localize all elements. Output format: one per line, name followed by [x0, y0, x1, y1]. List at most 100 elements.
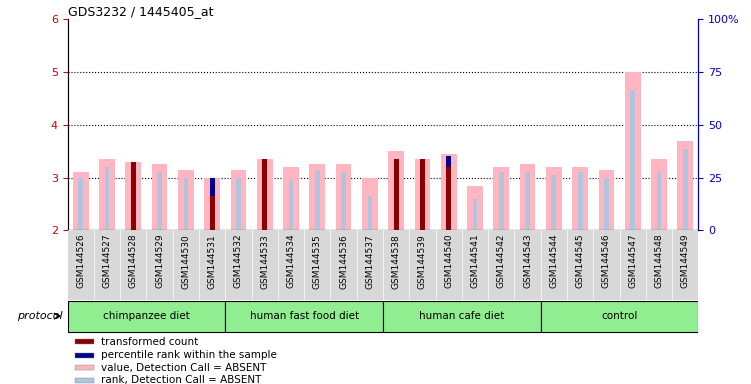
Bar — [672, 230, 698, 300]
Bar — [225, 230, 252, 300]
Bar — [357, 230, 383, 300]
Text: GSM144540: GSM144540 — [445, 234, 453, 288]
Bar — [646, 230, 672, 300]
Text: GSM144543: GSM144543 — [523, 234, 532, 288]
Bar — [420, 170, 425, 230]
Bar — [283, 167, 299, 230]
Bar — [225, 301, 383, 332]
Bar — [278, 230, 304, 300]
Bar — [68, 301, 225, 332]
Bar — [252, 230, 278, 300]
Text: GSM144542: GSM144542 — [497, 234, 505, 288]
Bar — [436, 230, 462, 300]
Text: chimpanzee diet: chimpanzee diet — [103, 311, 190, 321]
Text: GSM144544: GSM144544 — [550, 234, 558, 288]
Text: percentile rank within the sample: percentile rank within the sample — [101, 350, 277, 360]
Bar — [567, 230, 593, 300]
Bar — [257, 159, 273, 230]
Text: GSM144530: GSM144530 — [182, 234, 190, 289]
Bar — [131, 170, 136, 230]
Bar — [446, 157, 451, 230]
Bar — [75, 339, 94, 344]
Bar — [604, 177, 609, 230]
Text: transformed count: transformed count — [101, 336, 198, 347]
Text: GSM144541: GSM144541 — [471, 234, 479, 288]
Bar — [336, 164, 351, 230]
Text: GSM144529: GSM144529 — [155, 234, 164, 288]
Bar — [541, 301, 698, 332]
Bar — [383, 230, 409, 300]
Bar — [572, 167, 588, 230]
Bar — [394, 172, 399, 230]
Bar — [210, 177, 215, 196]
Bar — [120, 230, 146, 300]
Bar — [178, 170, 194, 230]
Text: GSM144548: GSM144548 — [655, 234, 663, 288]
Bar — [630, 91, 635, 230]
Bar — [488, 230, 514, 300]
Bar — [683, 149, 688, 230]
Text: GDS3232 / 1445405_at: GDS3232 / 1445405_at — [68, 5, 213, 18]
Bar — [231, 170, 246, 230]
Text: GSM144531: GSM144531 — [208, 234, 216, 289]
Bar — [73, 172, 89, 230]
Bar — [446, 157, 451, 167]
Bar — [625, 72, 641, 230]
Bar — [446, 167, 451, 230]
Bar — [551, 175, 556, 230]
Bar — [146, 230, 173, 300]
Bar — [467, 185, 483, 230]
Bar — [75, 353, 94, 358]
Text: human cafe diet: human cafe diet — [419, 311, 505, 321]
Bar — [620, 230, 646, 300]
Bar — [210, 177, 215, 230]
Bar — [367, 196, 372, 230]
Bar — [599, 170, 614, 230]
Bar — [520, 164, 535, 230]
Bar — [593, 230, 620, 300]
Text: GSM144538: GSM144538 — [392, 234, 400, 289]
Bar — [514, 230, 541, 300]
Text: GSM144532: GSM144532 — [234, 234, 243, 288]
Bar — [199, 230, 225, 300]
Bar — [304, 230, 330, 300]
Bar — [131, 162, 136, 230]
Text: GSM144526: GSM144526 — [77, 234, 85, 288]
Text: GSM144527: GSM144527 — [103, 234, 111, 288]
Text: GSM144528: GSM144528 — [129, 234, 137, 288]
Bar — [330, 230, 357, 300]
Bar — [104, 167, 110, 230]
Bar — [262, 177, 267, 230]
Text: GSM144549: GSM144549 — [681, 234, 689, 288]
Bar — [152, 164, 167, 230]
Bar — [75, 377, 94, 382]
Bar — [383, 301, 541, 332]
Bar — [525, 172, 530, 230]
Bar — [173, 230, 199, 300]
Bar — [78, 177, 83, 230]
Bar — [236, 177, 241, 230]
Bar — [656, 172, 662, 230]
Bar — [651, 159, 667, 230]
Bar — [415, 159, 430, 230]
Bar — [394, 159, 399, 230]
Bar — [499, 172, 504, 230]
Bar — [341, 172, 346, 230]
Bar — [493, 167, 509, 230]
Bar — [309, 164, 325, 230]
Bar — [546, 167, 562, 230]
Bar — [99, 159, 115, 230]
Bar — [125, 162, 141, 230]
Bar — [677, 141, 693, 230]
Text: control: control — [602, 311, 638, 321]
Text: GSM144545: GSM144545 — [576, 234, 584, 288]
Bar — [441, 154, 457, 230]
Bar — [94, 230, 120, 300]
Text: rank, Detection Call = ABSENT: rank, Detection Call = ABSENT — [101, 375, 262, 384]
Bar — [204, 177, 220, 230]
Text: GSM144537: GSM144537 — [366, 234, 374, 289]
Bar — [578, 172, 583, 230]
Bar — [472, 199, 478, 230]
Bar — [75, 365, 94, 370]
Text: GSM144547: GSM144547 — [629, 234, 637, 288]
